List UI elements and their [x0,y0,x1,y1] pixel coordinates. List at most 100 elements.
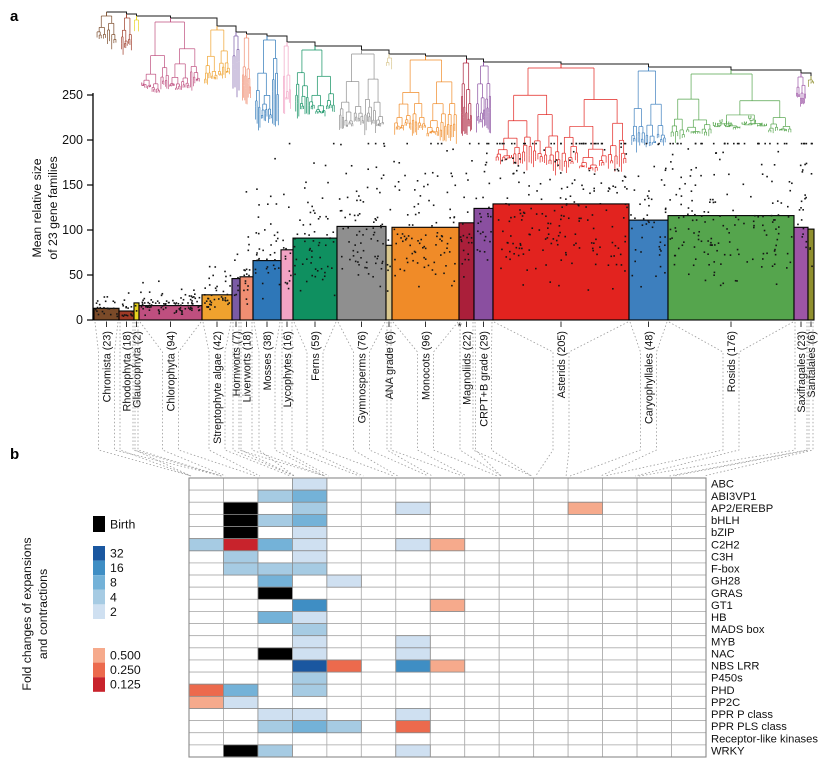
heatmap-cell-wrky-c3 [257,744,293,758]
bar-ferns [292,237,338,321]
heatmap-cell-ap2-erebp-c12 [567,501,604,515]
bar-crpt-b-grade [473,207,494,321]
taxa-label-asterids: Asterids (205) [556,331,568,398]
tree-clade-hornworts [232,32,240,98]
legend-label-birth: Birth [110,518,135,532]
legend-label-2: 2 [110,605,117,619]
taxa-label-rhodophyta: Rhodophyta (18) [122,331,134,411]
heatmap-cell-wrky-c2 [223,744,259,758]
heatmap-cell-c2h2-c4 [291,538,328,552]
row-label-phd: PHD [711,685,735,697]
tree-clade-rhodophyta [121,14,132,55]
heatmap-cell-phd-c1 [188,683,224,697]
heatmap-cell-c2h2-c2 [223,538,259,552]
taxa-label-saxifragales: Saxifragales (23) [796,331,808,413]
legend-swatch-4 [93,589,105,605]
taxa-label-lycophytes: Lycophytes (16) [282,331,294,407]
heatmap [188,477,707,758]
tree-clade-santalales [807,76,815,87]
legend-label-4: 4 [110,590,117,604]
bar-lycophytes [280,249,294,321]
heatmap-cell-abi3vp1-c4 [291,489,328,503]
row-label-bhlh: bHLH [711,515,740,527]
heatmap-row-labels: ABCABI3VP1AP2/EREBPbHLHbZIPC2H2C3HF-boxG… [711,479,818,758]
heatmap-cell-nac-c3 [257,647,293,661]
legend-swatch-0.500 [93,648,105,663]
tree-clade-crpt-b-grade [476,62,491,134]
heatmap-cell-gras-c3 [257,586,293,600]
bar-rosids [667,215,795,321]
phylogenetic-tree [96,11,815,176]
heatmap-cell-ppr-pls-class-c5 [326,720,362,734]
taxa-label-ferns: Ferns (59) [310,331,322,381]
y-tick-label-250: 250 [62,88,83,102]
heatmap-cell-nbs-lrr-c4 [291,659,328,673]
tree-clade-lycophytes [283,42,291,114]
taxa-label-mosses: Mosses (38) [262,331,274,390]
row-label-abi3vp1: ABI3VP1 [711,491,756,503]
y-tick-label-200: 200 [62,133,83,147]
y-axis: 0 50 100 150 200 250 [62,88,94,327]
taxa-label-santalales: Santalales (6) [806,331,818,398]
tree-clade-rosids [670,70,792,143]
row-label-nac: NAC [711,648,735,660]
funnel-lines [94,321,814,477]
bar-hornworts [231,278,241,321]
legend-label-16: 16 [110,561,124,575]
bar-caryophyllales [628,219,669,321]
heatmap-cell-f-box-c3 [257,562,293,576]
heatmap-cell-c2h2-c1 [188,538,224,552]
tree-clade-magnoliids [461,59,472,136]
legend-label-8: 8 [110,576,117,590]
species-points [94,142,813,318]
heatmap-cell-myb-c4 [291,635,328,649]
heatmap-axis-label-line1: Fold changes of expansions [20,537,35,691]
legend-swatch-32 [93,546,105,561]
heatmap-cell-f-box-c2 [223,562,259,576]
row-label-c2h2: C2H2 [711,539,740,551]
heatmap-axis-label-line2: and contractions [36,568,50,660]
heatmap-axis-label: Fold changes of expansions and contracti… [20,537,52,690]
row-label-receptor-like-kinases: Receptor-like kinases [711,733,818,745]
panel-a-label: a [10,8,19,25]
bars [93,203,815,321]
tree-clade-mosses [255,36,279,131]
heatmap-cell-hb-c3 [257,611,293,624]
taxa-label-hornworts: Hornworts (7) [231,331,243,396]
heatmap-cell-f-box-c4 [291,562,328,576]
heatmap-cell-bzip-c2 [223,526,259,540]
tree-clade-monocots [394,56,457,144]
row-label-gh28: GH28 [711,576,740,588]
tree-clade-saxifragales [796,73,806,107]
bar-ana-grade [385,244,393,321]
y-axis-label-line1: Mean relative size [30,158,45,258]
heatmap-cell-nbs-lrr-c8 [429,659,466,673]
taxa-label-caryophyllales: Caryophyllales (48) [644,331,656,424]
heatmap-cell-ap2-erebp-c7 [395,501,431,515]
heatmap-cell-bhlh-c4 [291,513,328,527]
heatmap-cell-c2h2-c3 [257,538,293,552]
y-tick-label-150: 150 [62,178,83,192]
row-label-c3h: C3H [711,551,733,563]
heatmap-cell-gh28-c5 [326,574,362,588]
taxa-label-chromista: Chromista (23) [102,331,114,402]
row-label-abc: ABC [711,479,734,491]
tree-clade-streptophyte-algae [204,26,230,85]
heatmap-cell-ppr-pls-class-c4 [291,720,328,734]
taxa-label-streptophyte-algae: Streptophyte algae (42) [212,331,224,444]
heatmap-cell-ppr-pls-class-c7 [395,720,431,734]
heatmap-cell-ppr-p-class-c7 [395,708,431,722]
taxa-label-crpt-b-grade: CRPT+B grade (29) [479,331,491,427]
heatmap-cell-nac-c4 [291,647,328,661]
y-axis-label: Mean relative size of 23 gene families [30,156,62,259]
heatmap-cell-myb-c7 [395,635,431,649]
row-label-wrky: WRKY [711,746,745,758]
y-tick-label-0: 0 [76,313,83,327]
tree-clade-asterids [495,64,627,176]
heatmap-cell-ap2-erebp-c2 [223,501,259,515]
taxa-label-gymnosperms: Gymnosperms (76) [357,331,369,423]
tree-clade-gymnosperms [339,50,384,136]
heatmap-cell-bhlh-c3 [257,513,293,527]
taxa-label-rosids: Rosids (176) [726,331,738,392]
